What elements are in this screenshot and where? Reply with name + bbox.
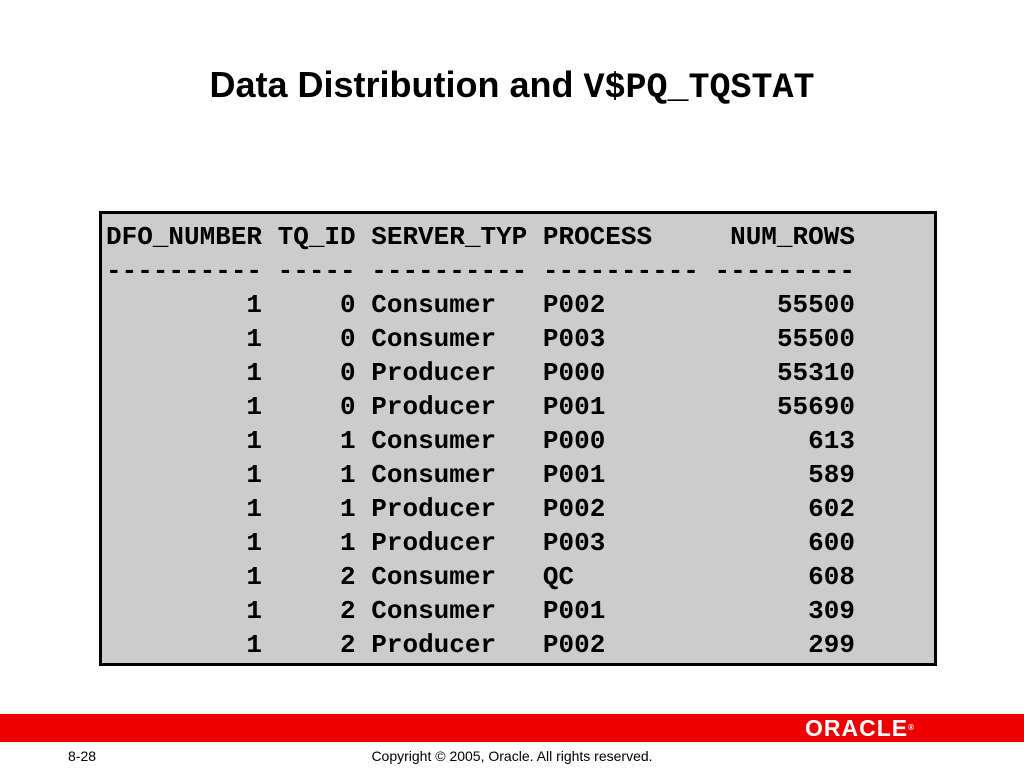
- output-cell-process: P001: [542, 392, 699, 422]
- output-cell-process: P001: [542, 596, 699, 626]
- output-cell-process: P000: [542, 358, 699, 388]
- output-data-row: 1 2 Consumer QC 608: [106, 560, 855, 594]
- page-number: 8-28: [68, 748, 97, 764]
- output-cell-dfo-number: 1: [106, 630, 263, 660]
- output-cell-dfo-number: 1: [106, 358, 263, 388]
- output-data-row: 1 0 Consumer P003 55500: [106, 322, 855, 356]
- output-cell-num-rows: 55310: [714, 358, 855, 388]
- output-cell-server-typ: Consumer: [371, 324, 528, 354]
- output-data-row: 1 2 Consumer P001 309: [106, 594, 855, 628]
- registered-mark: ®: [908, 723, 914, 732]
- output-cell-num-rows: 608: [714, 562, 855, 592]
- output-data-row: 1 0 Consumer P002 55500: [106, 288, 855, 322]
- output-cell-num-rows: 602: [714, 494, 855, 524]
- output-data-row: 1 1 Consumer P000 613: [106, 424, 855, 458]
- output-data-row: 1 0 Producer P000 55310: [106, 356, 855, 390]
- slide-title-text: Data Distribution and: [209, 64, 584, 105]
- output-cell-process: QC: [542, 562, 699, 592]
- output-data-row: 1 1 Consumer P001 589: [106, 458, 855, 492]
- output-cell-num-rows: 299: [714, 630, 855, 660]
- output-cell-tq-id: 2: [277, 596, 356, 626]
- output-cell-num-rows: 55500: [714, 290, 855, 320]
- output-cell-server-typ: Consumer: [371, 426, 528, 456]
- output-cell-tq-id: 1: [277, 426, 356, 456]
- output-cell-tq-id: 0: [277, 290, 356, 320]
- output-cell-dfo-number: 1: [106, 324, 263, 354]
- output-cell-process: P001: [542, 460, 699, 490]
- output-data-row: 1 1 Producer P003 600: [106, 526, 855, 560]
- slide-title-code: V$PQ_TQSTAT: [583, 68, 815, 108]
- output-cell-dfo-number: 1: [106, 460, 263, 490]
- output-cell-server-typ: Producer: [371, 494, 528, 524]
- output-data-row: 1 0 Producer P001 55690: [106, 390, 855, 424]
- output-cell-num-rows: 613: [714, 426, 855, 456]
- query-output-box: DFO_NUMBER TQ_ID SERVER_TYP PROCESS NUM_…: [99, 211, 937, 666]
- output-cell-process: P002: [542, 290, 699, 320]
- output-cell-dfo-number: 1: [106, 562, 263, 592]
- slide-title: Data Distribution and V$PQ_TQSTAT: [0, 62, 1024, 111]
- output-cell-tq-id: 0: [277, 324, 356, 354]
- output-cell-num-rows: 600: [714, 528, 855, 558]
- footer-bar: [0, 714, 1024, 742]
- output-cell-tq-id: 0: [277, 358, 356, 388]
- output-cell-num-rows: 55500: [714, 324, 855, 354]
- oracle-logo-text: ORACLE: [804, 715, 909, 741]
- output-cell-server-typ: Consumer: [371, 596, 528, 626]
- output-cell-server-typ: Producer: [371, 358, 528, 388]
- output-rows: 1 0 Consumer P002 55500 1 0 Consumer P00…: [106, 288, 855, 662]
- output-cell-server-typ: Consumer: [371, 460, 528, 490]
- output-cell-num-rows: 589: [714, 460, 855, 490]
- output-cell-tq-id: 1: [277, 460, 356, 490]
- output-cell-dfo-number: 1: [106, 494, 263, 524]
- output-cell-process: P000: [542, 426, 699, 456]
- output-separator-row: ---------- ----- ---------- ---------- -…: [106, 256, 855, 286]
- output-cell-process: P003: [542, 528, 699, 558]
- copyright-notice: Copyright © 2005, Oracle. All rights res…: [371, 748, 653, 764]
- output-cell-num-rows: 309: [714, 596, 855, 626]
- output-cell-dfo-number: 1: [106, 596, 263, 626]
- query-output: DFO_NUMBER TQ_ID SERVER_TYP PROCESS NUM_…: [106, 220, 855, 662]
- output-cell-server-typ: Consumer: [371, 562, 528, 592]
- output-cell-process: P002: [542, 630, 699, 660]
- output-cell-dfo-number: 1: [106, 528, 263, 558]
- output-cell-num-rows: 55690: [714, 392, 855, 422]
- output-cell-dfo-number: 1: [106, 426, 263, 456]
- output-header-row: DFO_NUMBER TQ_ID SERVER_TYP PROCESS NUM_…: [106, 222, 855, 252]
- output-data-row: 1 1 Producer P002 602: [106, 492, 855, 526]
- output-cell-server-typ: Producer: [371, 630, 528, 660]
- output-cell-tq-id: 2: [277, 630, 356, 660]
- output-cell-tq-id: 1: [277, 528, 356, 558]
- output-cell-tq-id: 1: [277, 494, 356, 524]
- oracle-logo: ORACLE®: [805, 716, 914, 740]
- output-cell-dfo-number: 1: [106, 392, 263, 422]
- output-cell-tq-id: 2: [277, 562, 356, 592]
- output-data-row: 1 2 Producer P002 299: [106, 628, 855, 662]
- output-cell-server-typ: Producer: [371, 528, 528, 558]
- output-cell-process: P003: [542, 324, 699, 354]
- output-cell-server-typ: Consumer: [371, 290, 528, 320]
- output-cell-tq-id: 0: [277, 392, 356, 422]
- output-cell-process: P002: [542, 494, 699, 524]
- output-cell-dfo-number: 1: [106, 290, 263, 320]
- output-cell-server-typ: Producer: [371, 392, 528, 422]
